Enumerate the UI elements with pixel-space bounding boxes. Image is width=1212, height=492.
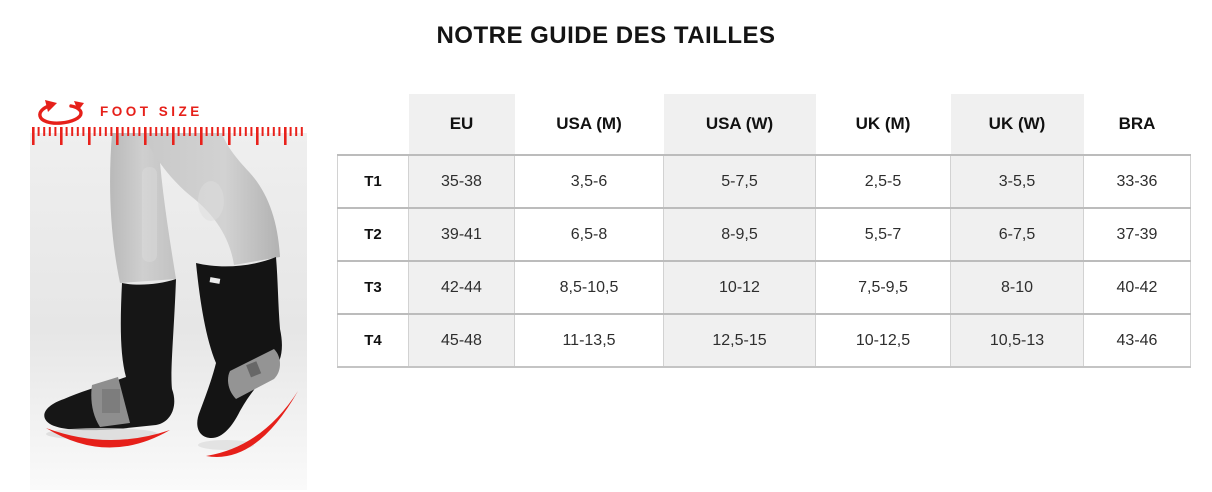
cell: 12,5-15 bbox=[663, 313, 816, 368]
foot-size-label: FOOT SIZE bbox=[100, 104, 203, 119]
cell: 5,5-7 bbox=[815, 207, 951, 261]
left-leg bbox=[110, 133, 176, 283]
legs-photo bbox=[30, 133, 307, 490]
right-sock bbox=[196, 257, 282, 439]
cell: 8-9,5 bbox=[663, 207, 816, 261]
cell: 43-46 bbox=[1083, 313, 1191, 368]
table-row: T1 35-38 3,5-6 5-7,5 2,5-5 3-5,5 33-36 bbox=[337, 154, 1191, 208]
left-sock bbox=[44, 279, 177, 431]
column-header-eu: EU bbox=[408, 94, 515, 155]
cell: 42-44 bbox=[408, 260, 515, 314]
table-row: T4 45-48 11-13,5 12,5-15 10-12,5 10,5-13… bbox=[337, 313, 1191, 368]
column-header-usa-w: USA (W) bbox=[663, 94, 816, 155]
cell: 6,5-8 bbox=[514, 207, 664, 261]
cell: 10-12,5 bbox=[815, 313, 951, 368]
cell: 6-7,5 bbox=[950, 207, 1084, 261]
red-arc-swoosh-icon bbox=[206, 391, 298, 457]
page-title: NOTRE GUIDE DES TAILLES bbox=[436, 22, 776, 49]
size-table: EU USA (M) USA (W) UK (M) UK (W) BRA T1 … bbox=[337, 94, 1191, 368]
column-header-uk-w: UK (W) bbox=[950, 94, 1084, 155]
cell: 37-39 bbox=[1083, 207, 1191, 261]
cell: 3,5-6 bbox=[514, 154, 664, 208]
foot-size-panel: FOOT SIZE bbox=[30, 98, 307, 492]
column-header-uk-m: UK (M) bbox=[855, 114, 911, 133]
cell: 2,5-5 bbox=[815, 154, 951, 208]
ruler-ticks-icon bbox=[32, 127, 305, 147]
red-arc-swoosh-icon bbox=[46, 428, 170, 448]
row-label-t1: T1 bbox=[337, 154, 409, 208]
cell: 7,5-9,5 bbox=[815, 260, 951, 314]
table-row: T2 39-41 6,5-8 8-9,5 5,5-7 6-7,5 37-39 bbox=[337, 207, 1191, 261]
column-header-usa-m: USA (M) bbox=[556, 114, 622, 133]
row-label-t3: T3 bbox=[337, 260, 409, 314]
sock-logo bbox=[209, 277, 221, 284]
cell: 40-42 bbox=[1083, 260, 1191, 314]
cell: 10,5-13 bbox=[950, 313, 1084, 368]
cell: 11-13,5 bbox=[514, 313, 664, 368]
cell: 8,5-10,5 bbox=[514, 260, 664, 314]
cell: 8-10 bbox=[950, 260, 1084, 314]
rotation-arrows-icon bbox=[38, 99, 84, 125]
row-label-t2: T2 bbox=[337, 207, 409, 261]
cell: 5-7,5 bbox=[663, 154, 816, 208]
cell: 39-41 bbox=[408, 207, 515, 261]
column-header-bra: BRA bbox=[1118, 114, 1156, 133]
cell: 35-38 bbox=[408, 154, 515, 208]
foot-size-header: FOOT SIZE bbox=[36, 98, 203, 126]
row-label-t4: T4 bbox=[337, 313, 409, 368]
table-row: T3 42-44 8,5-10,5 10-12 7,5-9,5 8-10 40-… bbox=[337, 260, 1191, 314]
cell: 33-36 bbox=[1083, 154, 1191, 208]
corner-cell bbox=[337, 94, 409, 155]
cell: 45-48 bbox=[408, 313, 515, 368]
table-header-row: EU USA (M) USA (W) UK (M) UK (W) BRA bbox=[337, 94, 1191, 155]
cell: 10-12 bbox=[663, 260, 816, 314]
cell: 3-5,5 bbox=[950, 154, 1084, 208]
